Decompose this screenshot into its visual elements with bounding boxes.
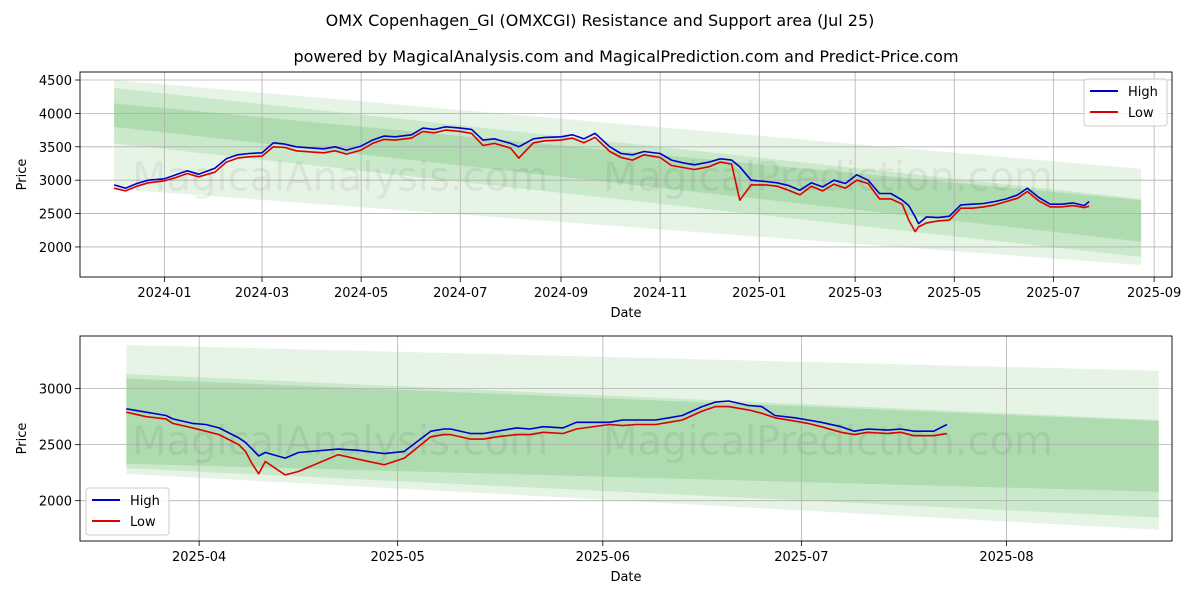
y-tick-label: 2000 [39,495,72,510]
x-tick-label: 2024-11 [633,286,687,301]
chart-panel-2: 2025-04 2025-05 2025-06 2025-07 2025-08 2000 2… [15,335,1173,585]
y-tick-label: 2500 [39,208,72,223]
x-tick-label: 2025-01 [732,286,786,301]
y-axis-label: Price [15,423,30,455]
y-tick-label: 4500 [39,74,72,89]
band-2 [114,88,1142,257]
x-tick-label: 2025-05 [927,286,981,301]
y-tick-label: 3500 [39,141,72,156]
legend-label-high: High [130,494,160,509]
chart-title: OMX Copenhagen_GI (OMXCGI) Resistance an… [326,11,875,31]
watermark-text: MagicalAnalysis.com [132,155,548,201]
chart-subtitle: powered by MagicalAnalysis.com and Magic… [293,47,958,66]
plot-frame [79,335,1173,542]
series-lines [126,400,948,476]
support-resistance-bands [114,80,1142,265]
x-tick-label: 2025-07 [774,550,828,565]
band-2 [126,374,1159,518]
chart-panel-1: 2024-01 2024-03 2024-05 2024-07 2024-09 2024-… [15,71,1181,321]
y-tick-label: 4000 [39,107,72,122]
watermark-text: MagicalAnalysis.com [132,419,548,465]
series-lines [113,126,1090,233]
x-axis-label: Date [610,570,641,585]
x-tick-label: 2025-03 [828,286,882,301]
x-tick-label: 2024-09 [534,286,588,301]
series-line-low [126,405,948,476]
x-tick-label: 2025-08 [979,550,1033,565]
y-tick-label: 3000 [39,383,72,398]
x-axis-label: Date [610,306,641,321]
legend: High Low [85,487,170,536]
band-3 [114,103,1142,242]
legend-label-high: High [1128,85,1158,100]
plot-frame [79,71,1173,278]
x-tick-label: 2025-05 [371,550,425,565]
x-tick-label: 2025-09 [1127,286,1181,301]
y-tick-label: 3000 [39,174,72,189]
plot-area [80,336,1172,541]
legend: High Low [1083,78,1168,127]
x-tick-label: 2024-03 [235,286,289,301]
band-3 [126,378,1159,492]
x-tick-label: 2024-07 [433,286,487,301]
x-tick-label: 2025-06 [576,550,630,565]
x-tick-label: 2024-05 [334,286,388,301]
y-tick-label: 2000 [39,241,72,256]
watermark-text: MagicalPrediction.com [603,419,1053,465]
series-line-low [113,129,1090,233]
y-axis-label: Price [15,159,30,191]
support-resistance-bands [126,344,1159,530]
band-1 [126,344,1159,530]
band-1 [114,80,1142,265]
legend-label-low: Low [1128,106,1154,121]
series-line-high [126,400,948,459]
x-tick-label: 2025-07 [1026,286,1080,301]
legend-label-low: Low [130,515,156,530]
watermark-text: MagicalPrediction.com [603,155,1053,201]
y-tick-label: 2500 [39,439,72,454]
series-line-high [113,126,1090,225]
x-tick-label: 2024-01 [137,286,191,301]
x-tick-label: 2025-04 [172,550,226,565]
